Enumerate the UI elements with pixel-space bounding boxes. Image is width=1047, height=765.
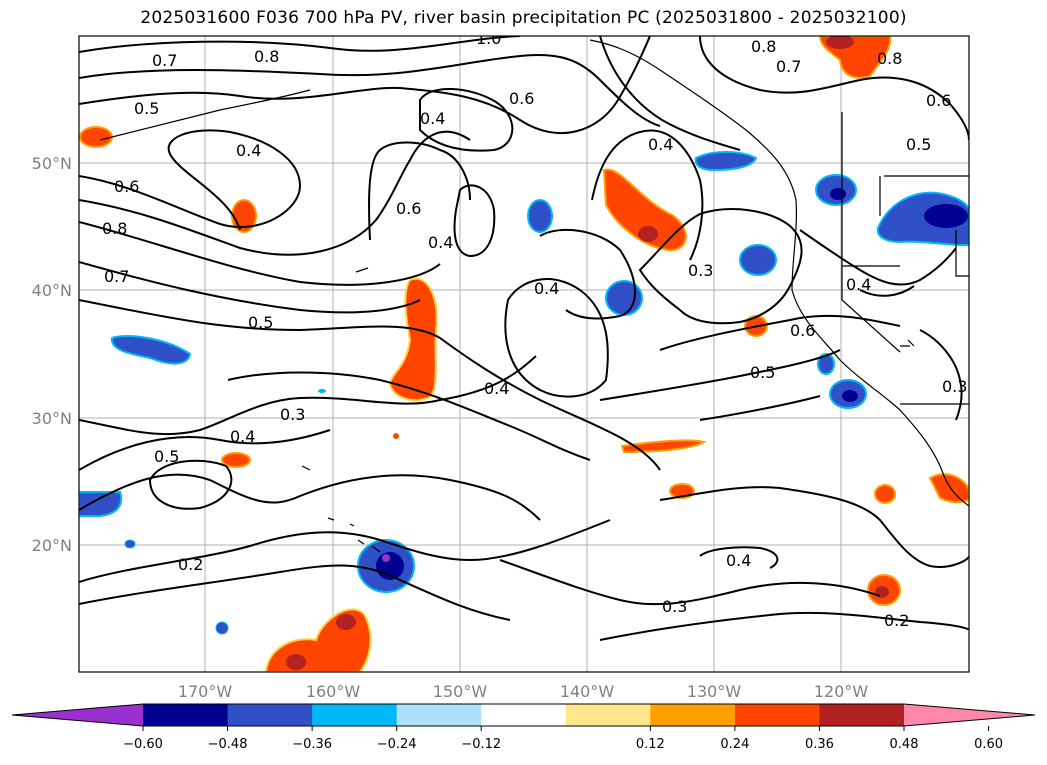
contour-label-group: 1.0 0.8 0.8 0.7 0.7 0.8 0.6 0.5 0.4 0.6 … bbox=[102, 29, 967, 630]
colorbar-segment bbox=[312, 704, 398, 726]
contour-label: 0.7 bbox=[104, 267, 129, 286]
colorbar-segment bbox=[734, 704, 820, 726]
colorbar-extend-max bbox=[904, 704, 1035, 726]
colorbar-tick-label: 0.60 bbox=[974, 737, 1003, 752]
colorbar-tick-label: −0.36 bbox=[292, 737, 332, 752]
contour-label: 0.8 bbox=[254, 47, 279, 66]
colorbar: −0.60 −0.48 −0.36 −0.24 −0.12 0.12 0.24 0.36 0.4… bbox=[11, 703, 1036, 752]
longitude-labels: 170°W 160°W 150°W 140°W 130°W 120°W bbox=[178, 682, 869, 701]
colorbar-tick-label: 0.48 bbox=[890, 737, 919, 752]
contour-label: 0.5 bbox=[906, 135, 931, 154]
map-frame bbox=[78, 35, 970, 673]
contour-label: 0.6 bbox=[114, 177, 139, 196]
contour-label: 0.4 bbox=[428, 233, 453, 252]
precip-core bbox=[826, 36, 854, 49]
contour-label: 0.8 bbox=[751, 37, 776, 56]
colorbar-tick-label: −0.24 bbox=[377, 737, 417, 752]
precip-blob bbox=[527, 199, 553, 233]
colorbar-segment bbox=[819, 704, 905, 726]
contour-label: 0.7 bbox=[776, 57, 801, 76]
contour-label: 0.4 bbox=[236, 141, 261, 160]
precip-blob bbox=[605, 280, 643, 316]
contour-label: 0.7 bbox=[152, 51, 177, 70]
lat-label-40n: 40°N bbox=[32, 281, 72, 300]
precip-blob bbox=[817, 353, 835, 375]
map-title: 2025031600 F036 700 hPa PV, river basin … bbox=[140, 8, 907, 28]
precip-negative-areas bbox=[79, 151, 969, 635]
colorbar-tick-label: 0.12 bbox=[636, 737, 665, 752]
precip-core bbox=[638, 226, 658, 242]
colorbar-segment bbox=[396, 704, 482, 726]
colorbar-tick-label: −0.48 bbox=[208, 737, 248, 752]
colorbar-segment bbox=[565, 704, 651, 726]
colorbar-segment bbox=[143, 704, 229, 726]
state-borders bbox=[841, 112, 969, 353]
islands bbox=[301, 267, 915, 471]
precip-blob bbox=[110, 335, 192, 365]
colorbar-tick-label: 0.36 bbox=[805, 737, 834, 752]
precip-blob bbox=[79, 491, 123, 517]
lon-label-150w: 150°W bbox=[433, 682, 488, 701]
lon-label-140w: 140°W bbox=[560, 682, 615, 701]
contour-label: 0.4 bbox=[230, 427, 255, 446]
colorbar-extend-min bbox=[12, 704, 143, 726]
precip-core bbox=[286, 654, 306, 670]
precip-blob bbox=[694, 151, 758, 172]
lat-label-30n: 30°N bbox=[32, 409, 72, 428]
precip-core bbox=[875, 586, 889, 598]
contour-label: 0.6 bbox=[509, 89, 534, 108]
hawaii-islands bbox=[327, 517, 381, 553]
precip-blob bbox=[739, 244, 777, 276]
contour-label: 0.4 bbox=[420, 109, 445, 128]
contour-label: 0.8 bbox=[877, 49, 902, 68]
contour-label: 0.3 bbox=[942, 377, 967, 396]
contour-label: 0.6 bbox=[926, 91, 951, 110]
lon-label-170w: 170°W bbox=[178, 682, 233, 701]
lat-label-50n: 50°N bbox=[32, 154, 72, 173]
precip-blob bbox=[602, 168, 687, 252]
colorbar-tick-label: −0.12 bbox=[461, 737, 501, 752]
contour-label: 0.6 bbox=[790, 321, 815, 340]
contour-label: 0.4 bbox=[648, 135, 673, 154]
contour-label: 0.8 bbox=[102, 219, 127, 238]
precip-core bbox=[830, 188, 846, 200]
alaska-islands bbox=[99, 89, 311, 141]
contour-label: 0.2 bbox=[178, 555, 203, 574]
precip-blob bbox=[79, 126, 113, 148]
precip-blob bbox=[874, 484, 896, 504]
pv-contours bbox=[79, 36, 969, 641]
precip-core bbox=[924, 204, 968, 228]
lon-label-120w: 120°W bbox=[814, 682, 869, 701]
lat-label-20n: 20°N bbox=[32, 536, 72, 555]
lon-label-160w: 160°W bbox=[306, 682, 361, 701]
contour-label: 0.5 bbox=[154, 447, 179, 466]
contour-label: 0.5 bbox=[134, 99, 159, 118]
contour-label: 0.4 bbox=[726, 551, 751, 570]
contour-label: 0.5 bbox=[750, 363, 775, 382]
colorbar-segment bbox=[650, 704, 736, 726]
contour-label: 0.4 bbox=[534, 279, 559, 298]
precip-core bbox=[842, 390, 858, 402]
lon-label-130w: 130°W bbox=[687, 682, 742, 701]
contour-label: 0.3 bbox=[280, 405, 305, 424]
contour-label: 1.0 bbox=[476, 29, 501, 48]
colorbar-segment bbox=[227, 704, 313, 726]
contour-label: 0.2 bbox=[884, 611, 909, 630]
precip-core bbox=[336, 614, 356, 630]
contour-label: 0.6 bbox=[396, 199, 421, 218]
precip-blob bbox=[221, 452, 251, 468]
contour-label: 0.3 bbox=[662, 597, 687, 616]
contour-label: 0.5 bbox=[248, 313, 273, 332]
colorbar-tick-label: −0.60 bbox=[123, 737, 163, 752]
contour-label: 0.3 bbox=[688, 261, 713, 280]
colorbar-tick-label: 0.24 bbox=[720, 737, 749, 752]
contour-label: 0.4 bbox=[484, 379, 509, 398]
contour-label: 0.4 bbox=[846, 275, 871, 294]
colorbar-segment bbox=[481, 704, 567, 726]
precip-blob bbox=[388, 277, 438, 402]
precip-blob bbox=[928, 473, 969, 504]
latitude-labels: 50°N 40°N 30°N 20°N bbox=[32, 154, 72, 555]
